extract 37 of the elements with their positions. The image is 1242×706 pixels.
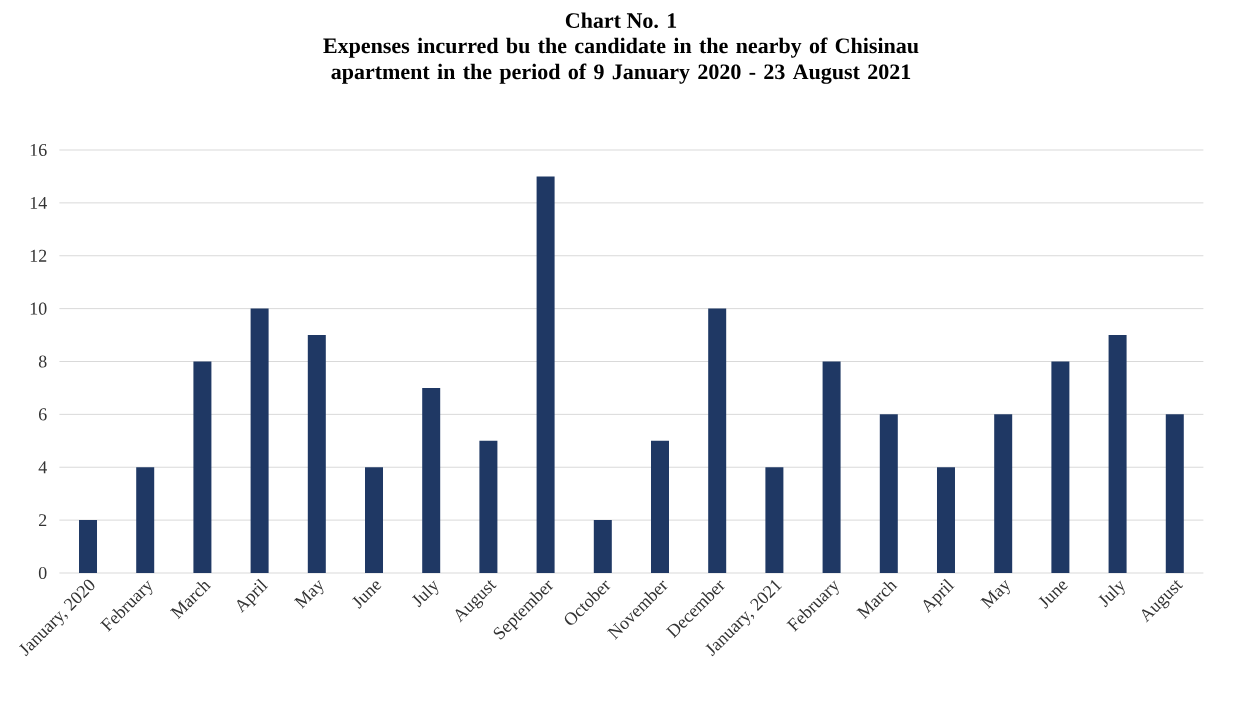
- bar: [765, 467, 784, 573]
- y-tick-label: 6: [38, 408, 47, 421]
- bar: [1108, 335, 1127, 573]
- y-tick-label: 12: [30, 249, 47, 262]
- bar: [307, 335, 326, 573]
- bar: [708, 308, 727, 573]
- x-tick-label: May: [293, 580, 324, 609]
- bar: [1051, 361, 1070, 573]
- bar: [1165, 414, 1184, 573]
- bar: [136, 467, 155, 573]
- y-tick-label: 10: [30, 302, 47, 315]
- x-tick-label: July: [411, 580, 439, 608]
- y-tick-label: 8: [38, 355, 47, 368]
- chart-subtitle: Expenses incurred bu the candidate in the nearby of Chisinau apartment in the period of 9 January 2020 - 23 August 2021: [323, 37, 919, 84]
- bar: [822, 361, 841, 573]
- y-tick-label: 14: [30, 196, 47, 209]
- bar: [193, 361, 212, 573]
- bar: [365, 467, 384, 573]
- bar: [994, 414, 1013, 573]
- bar: [422, 387, 441, 573]
- y-tick-label: 4: [38, 461, 47, 474]
- bar: [593, 520, 612, 573]
- y-tick-label: 16: [30, 143, 47, 157]
- bar: [936, 467, 955, 573]
- bar: [250, 308, 269, 573]
- y-tick-label: 0: [38, 566, 47, 580]
- x-tick-label: May: [980, 580, 1010, 609]
- chart-title: Chart No. 1: [565, 12, 677, 29]
- x-tick-label: June: [352, 581, 382, 609]
- bar: [479, 440, 498, 573]
- bar: [79, 520, 98, 573]
- bar: [879, 414, 898, 573]
- x-tick-label: June: [1038, 581, 1068, 609]
- y-tick-label: 2: [39, 514, 47, 527]
- x-tick-label: July: [1098, 580, 1125, 608]
- bar: [651, 440, 669, 573]
- bar: [536, 176, 555, 573]
